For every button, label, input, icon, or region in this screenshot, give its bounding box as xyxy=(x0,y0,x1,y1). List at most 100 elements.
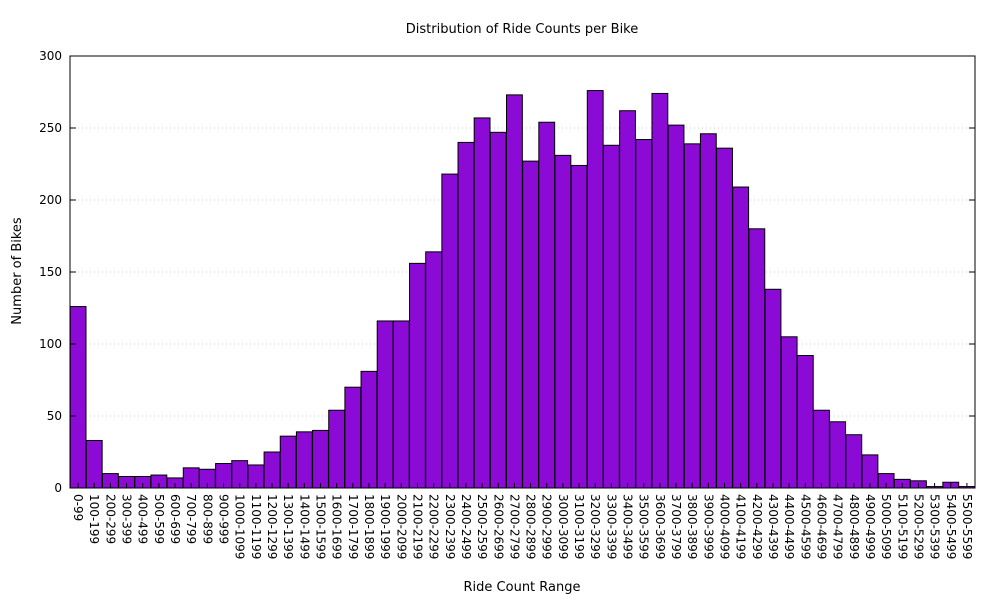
x-tick-label: 3900-3999 xyxy=(701,494,715,559)
x-tick-label: 1600-1699 xyxy=(330,494,344,559)
x-tick-label: 4900-4999 xyxy=(863,494,877,559)
x-tick-label: 4300-4399 xyxy=(766,494,780,559)
bar-3600-3699 xyxy=(651,92,669,489)
bar-3300-3399 xyxy=(602,144,620,489)
x-tick-label: 1100-1199 xyxy=(249,494,263,559)
x-tick-label: 3700-3799 xyxy=(669,494,683,559)
bar-1800-1899 xyxy=(360,370,378,489)
bar-1600-1699 xyxy=(328,409,346,489)
x-tick-label: 3200-3299 xyxy=(588,494,602,559)
bar-2400-2499 xyxy=(457,141,475,489)
bar-2700-2799 xyxy=(506,94,523,489)
bar-1700-1799 xyxy=(344,386,362,489)
x-tick-label: 3800-3899 xyxy=(685,494,699,559)
x-tick-label: 3600-3699 xyxy=(653,494,667,559)
x-tick-label: 5000-5099 xyxy=(879,494,893,559)
x-tick-label: 4600-4699 xyxy=(814,494,828,559)
bar-4300-4399 xyxy=(764,288,782,489)
bar-2300-2399 xyxy=(441,173,459,489)
x-axis-label: Ride Count Range xyxy=(464,580,581,595)
x-tick-label: 900-999 xyxy=(217,494,231,544)
x-tick-label: 700-799 xyxy=(184,494,198,544)
bar-1200-1299 xyxy=(263,451,281,489)
x-tick-label: 3000-3099 xyxy=(556,494,570,559)
x-tick-label: 1900-1999 xyxy=(378,494,392,559)
bar-3900-3999 xyxy=(699,133,717,489)
bar-1300-1399 xyxy=(279,435,297,489)
bar-2900-2999 xyxy=(538,121,556,489)
x-tick-label: 5100-5199 xyxy=(895,494,909,559)
x-tick-label: 2400-2499 xyxy=(459,494,473,559)
bars xyxy=(69,90,976,489)
x-tick-label: 500-599 xyxy=(152,494,166,544)
y-axis: 0 50 100 150 200 250 300 xyxy=(39,49,975,495)
x-tick-label: 3100-3199 xyxy=(572,494,586,559)
x-tick-label: 400-499 xyxy=(136,494,150,544)
x-tick-label: 2700-2799 xyxy=(507,494,521,559)
x-tick-label: 2600-2699 xyxy=(491,494,505,559)
x-tick-label: 4000-4099 xyxy=(718,494,732,559)
x-tick-label: 3300-3399 xyxy=(604,494,618,559)
bar-4600-4699 xyxy=(813,409,830,489)
bar-3800-3899 xyxy=(683,143,701,489)
bar-3200-3299 xyxy=(586,90,604,489)
bar-1400-1499 xyxy=(295,431,313,489)
bar-4800-4899 xyxy=(845,434,863,489)
x-tick-label: 1000-1099 xyxy=(233,494,247,559)
bar-3100-3199 xyxy=(570,164,588,489)
chart-title: Distribution of Ride Counts per Bike xyxy=(406,22,639,37)
x-tick-label: 3400-3499 xyxy=(621,494,635,559)
x-tick-label: 100-199 xyxy=(87,494,101,544)
bar-3500-3599 xyxy=(635,139,653,489)
bar-2200-2299 xyxy=(425,251,443,489)
y-tick-label: 200 xyxy=(39,193,62,207)
bar-1500-1599 xyxy=(312,429,329,489)
x-tick-label: 2200-2299 xyxy=(427,494,441,559)
x-tick-label: 2900-2999 xyxy=(540,494,554,559)
x-tick-label: 2500-2599 xyxy=(475,494,489,559)
x-tick-label: 2000-2099 xyxy=(394,494,408,559)
bar-3000-3099 xyxy=(554,154,572,489)
y-tick-label: 0 xyxy=(54,481,62,495)
x-tick-label: 600-699 xyxy=(168,494,182,544)
x-tick-label: 4700-4799 xyxy=(831,494,845,559)
x-tick-label: 4500-4599 xyxy=(798,494,812,559)
bar-2500-2599 xyxy=(473,117,491,489)
y-tick-label: 100 xyxy=(39,337,62,351)
x-tick-label: 200-299 xyxy=(103,494,117,544)
x-tick-label: 4400-4499 xyxy=(782,494,796,559)
x-tick-label: 2300-2399 xyxy=(443,494,457,559)
x-tick-label: 0-99 xyxy=(71,494,85,521)
y-tick-label: 50 xyxy=(47,409,62,423)
x-tick-label: 4800-4899 xyxy=(847,494,861,559)
x-tick-label: 5500-5599 xyxy=(960,494,974,559)
bar-2800-2899 xyxy=(522,160,539,489)
bar-2600-2699 xyxy=(489,131,507,489)
bar-4400-4499 xyxy=(780,336,798,489)
x-axis: 0-99 100-199 200-299 300-399 400-499 500-599 6… xyxy=(71,483,974,559)
bar-4100-4199 xyxy=(732,186,750,489)
x-tick-label: 1700-1799 xyxy=(346,494,360,559)
bar-4500-4599 xyxy=(796,355,814,489)
x-tick-label: 2100-2199 xyxy=(410,494,424,559)
x-tick-label: 2800-2899 xyxy=(524,494,538,559)
x-tick-label: 1800-1899 xyxy=(362,494,376,559)
x-tick-label: 4200-4299 xyxy=(750,494,764,559)
y-axis-label: Number of Bikes xyxy=(10,217,25,325)
x-tick-label: 3500-3599 xyxy=(637,494,651,559)
x-tick-label: 1200-1299 xyxy=(265,494,279,559)
x-tick-label: 4100-4199 xyxy=(734,494,748,559)
bar-3400-3499 xyxy=(619,110,636,489)
y-tick-label: 250 xyxy=(39,121,62,135)
x-tick-label: 5300-5399 xyxy=(928,494,942,559)
x-tick-label: 5200-5299 xyxy=(911,494,925,559)
bar-2000-2099 xyxy=(392,320,410,489)
bar-100-199 xyxy=(85,439,103,489)
bar-4000-4099 xyxy=(716,147,733,489)
y-tick-label: 150 xyxy=(39,265,62,279)
bar-4700-4799 xyxy=(829,421,847,489)
x-tick-label: 5400-5499 xyxy=(944,494,958,559)
bar-0-99 xyxy=(69,306,87,489)
x-tick-label: 1500-1599 xyxy=(313,494,327,559)
